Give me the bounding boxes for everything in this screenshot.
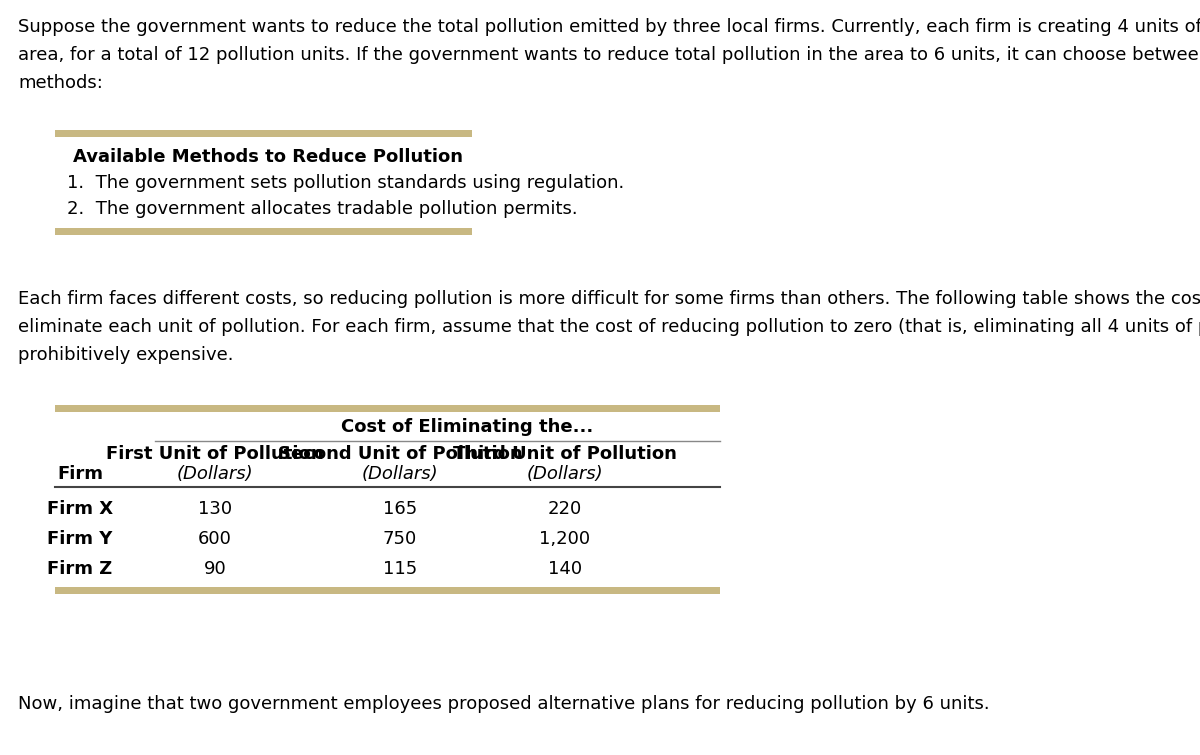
Text: 600: 600 bbox=[198, 530, 232, 548]
Text: Suppose the government wants to reduce the total pollution emitted by three loca: Suppose the government wants to reduce t… bbox=[18, 18, 1200, 36]
Text: (Dollars): (Dollars) bbox=[361, 465, 438, 483]
Text: Firm: Firm bbox=[58, 465, 103, 483]
Text: Firm X: Firm X bbox=[47, 500, 113, 518]
Text: methods:: methods: bbox=[18, 74, 103, 92]
Text: 750: 750 bbox=[383, 530, 418, 548]
Text: 220: 220 bbox=[548, 500, 582, 518]
Text: area, for a total of 12 pollution units. If the government wants to reduce total: area, for a total of 12 pollution units.… bbox=[18, 46, 1200, 64]
Text: (Dollars): (Dollars) bbox=[527, 465, 604, 483]
Text: Cost of Eliminating the...: Cost of Eliminating the... bbox=[341, 418, 593, 436]
Text: eliminate each unit of pollution. For each firm, assume that the cost of reducin: eliminate each unit of pollution. For ea… bbox=[18, 318, 1200, 336]
Text: 2.  The government allocates tradable pollution permits.: 2. The government allocates tradable pol… bbox=[67, 200, 577, 218]
Text: (Dollars): (Dollars) bbox=[176, 465, 253, 483]
Text: 165: 165 bbox=[383, 500, 418, 518]
Text: 115: 115 bbox=[383, 560, 418, 578]
Text: Available Methods to Reduce Pollution: Available Methods to Reduce Pollution bbox=[73, 148, 463, 166]
Text: Firm Z: Firm Z bbox=[48, 560, 113, 578]
Text: Third Unit of Pollution: Third Unit of Pollution bbox=[454, 445, 677, 463]
Text: prohibitively expensive.: prohibitively expensive. bbox=[18, 346, 234, 364]
Text: Firm Y: Firm Y bbox=[47, 530, 113, 548]
Text: 90: 90 bbox=[204, 560, 227, 578]
Text: First Unit of Pollution: First Unit of Pollution bbox=[107, 445, 324, 463]
Text: 140: 140 bbox=[548, 560, 582, 578]
Text: 130: 130 bbox=[198, 500, 232, 518]
Text: 1.  The government sets pollution standards using regulation.: 1. The government sets pollution standar… bbox=[67, 174, 624, 192]
Text: Now, imagine that two government employees proposed alternative plans for reduci: Now, imagine that two government employe… bbox=[18, 695, 990, 713]
Text: Second Unit of Pollution: Second Unit of Pollution bbox=[277, 445, 522, 463]
Text: 1,200: 1,200 bbox=[540, 530, 590, 548]
Text: Each firm faces different costs, so reducing pollution is more difficult for som: Each firm faces different costs, so redu… bbox=[18, 290, 1200, 308]
